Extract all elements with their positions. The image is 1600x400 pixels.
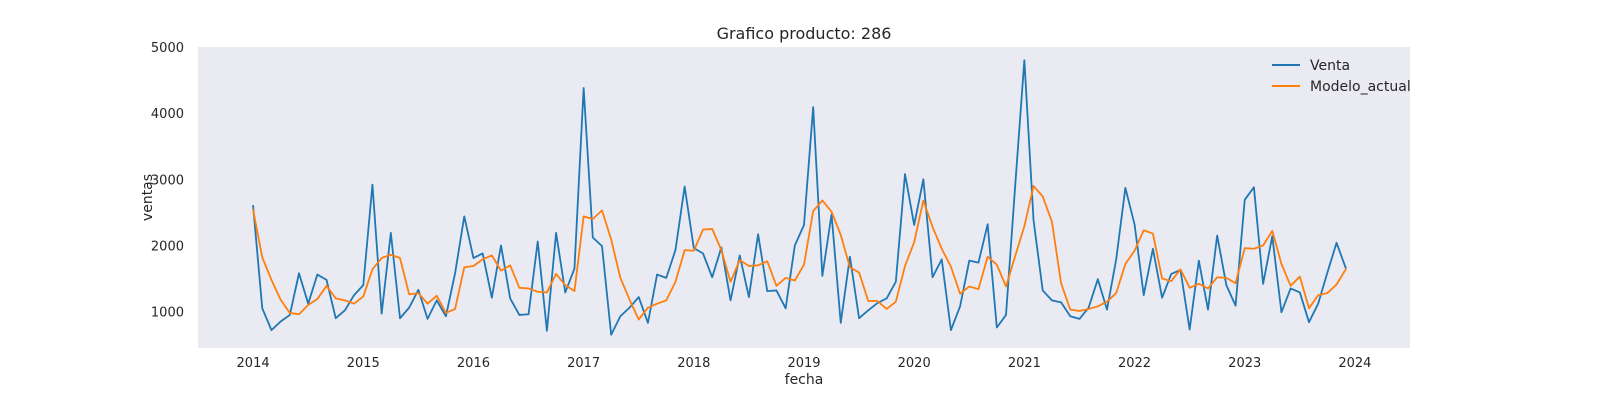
x-tick-label: 2017 (567, 356, 600, 371)
x-tick-label: 2014 (237, 356, 270, 371)
x-tick-label: 2019 (787, 356, 820, 371)
x-tick-label: 2020 (898, 356, 931, 371)
y-tick-label: 3000 (151, 173, 184, 188)
y-axis-label: ventas (140, 174, 156, 221)
y-tick-label: 2000 (151, 239, 184, 254)
y-axis-ticks: 1000 2000 3000 4000 5000 (151, 41, 184, 321)
legend-label: Venta (1310, 58, 1350, 74)
series-line-modelo-actual (252, 185, 1347, 321)
y-tick-label: 1000 (151, 306, 184, 321)
x-tick-label: 2022 (1118, 356, 1151, 371)
y-tick-label: 5000 (151, 41, 184, 56)
x-tick-label: 2016 (457, 356, 490, 371)
x-tick-label: 2023 (1228, 356, 1261, 371)
y-tick-label: 4000 (151, 107, 184, 122)
series-layer (252, 59, 1347, 336)
plot-area (198, 47, 1410, 348)
x-tick-label: 2024 (1338, 356, 1371, 371)
x-tick-label: 2015 (347, 356, 380, 371)
x-axis-label: fecha (785, 372, 824, 388)
x-tick-label: 2021 (1008, 356, 1041, 371)
legend-label: Modelo_actual (1310, 79, 1411, 95)
legend: Venta Modelo_actual (1272, 58, 1411, 95)
series-line-venta (252, 59, 1347, 336)
x-axis-ticks: 2014 2015 2016 2017 2018 2019 2020 2021 2022 2023… (237, 356, 1372, 371)
chart-title: Grafico producto: 286 (717, 24, 892, 43)
x-tick-label: 2018 (677, 356, 710, 371)
